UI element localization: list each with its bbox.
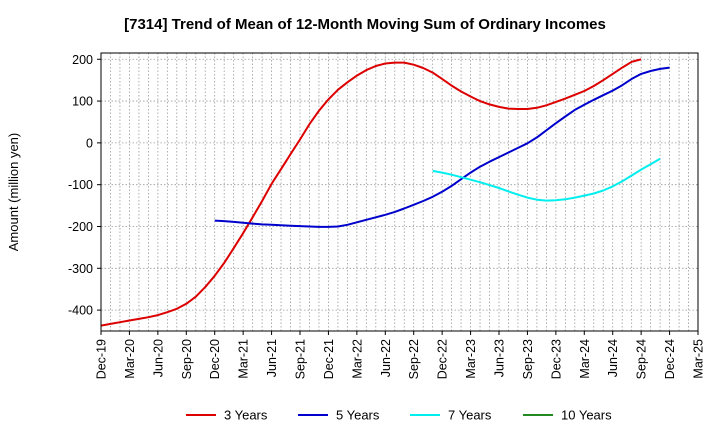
x-tick-label: Sep-23: [521, 339, 535, 379]
x-tick-label: Sep-22: [407, 339, 421, 379]
x-tick-label: Dec-24: [663, 339, 677, 379]
grid: [101, 53, 698, 331]
x-tick-label: Mar-25: [692, 339, 706, 379]
x-tick-label: Dec-21: [322, 339, 336, 379]
x-tick-label: Mar-24: [578, 339, 592, 379]
y-tick-label: -300: [68, 262, 93, 276]
x-tick-label: Jun-23: [493, 339, 507, 377]
legend-label-10-years: 10 Years: [561, 408, 612, 423]
x-axis-ticks: Dec-19 Mar-20 Jun-20 Sep-20 Dec-20 Mar-21 Jun-…: [95, 331, 706, 379]
series-line-3-years: [100, 58, 642, 327]
x-tick-label: Mar-21: [237, 339, 251, 379]
legend-label-5-years: 5 Years: [336, 408, 380, 423]
x-tick-label: Mar-22: [350, 339, 364, 379]
series-lines: [100, 58, 670, 327]
x-tick-label: Jun-22: [379, 339, 393, 377]
x-tick-label: Mar-23: [464, 339, 478, 379]
x-tick-label: Sep-20: [180, 339, 194, 379]
y-tick-label: -100: [68, 178, 93, 192]
x-tick-label: Jun-20: [151, 339, 165, 377]
x-tick-label: Dec-20: [208, 339, 222, 379]
x-tick-label: Jun-24: [606, 339, 620, 377]
x-tick-label: Mar-20: [123, 339, 137, 379]
y-tick-label: 0: [86, 136, 93, 150]
y-tick-label: -400: [68, 304, 93, 318]
x-tick-label: Sep-24: [635, 339, 649, 379]
x-tick-label: Dec-23: [549, 339, 563, 379]
chart-title: [7314] Trend of Mean of 12-Month Moving …: [124, 16, 606, 33]
legend-label-3-years: 3 Years: [224, 408, 268, 423]
x-tick-label: Dec-22: [436, 339, 450, 379]
series-line-5-years: [214, 66, 670, 228]
y-axis-ticks: 200 100 0 -100 -200 -300 -400: [68, 53, 101, 318]
legend: 3 Years 5 Years 7 Years 10 Years: [186, 408, 612, 423]
x-tick-label: Jun-21: [265, 339, 279, 377]
plot-frame: [100, 52, 699, 332]
x-tick-label: Dec-19: [95, 339, 109, 379]
legend-label-7-years: 7 Years: [448, 408, 492, 423]
y-tick-label: 100: [72, 95, 93, 109]
series-line-7-years: [432, 157, 661, 202]
y-axis-label: Amount (million yen): [6, 133, 21, 252]
y-tick-label: -200: [68, 220, 93, 234]
y-tick-label: 200: [72, 53, 93, 67]
x-tick-label: Sep-21: [294, 339, 308, 379]
